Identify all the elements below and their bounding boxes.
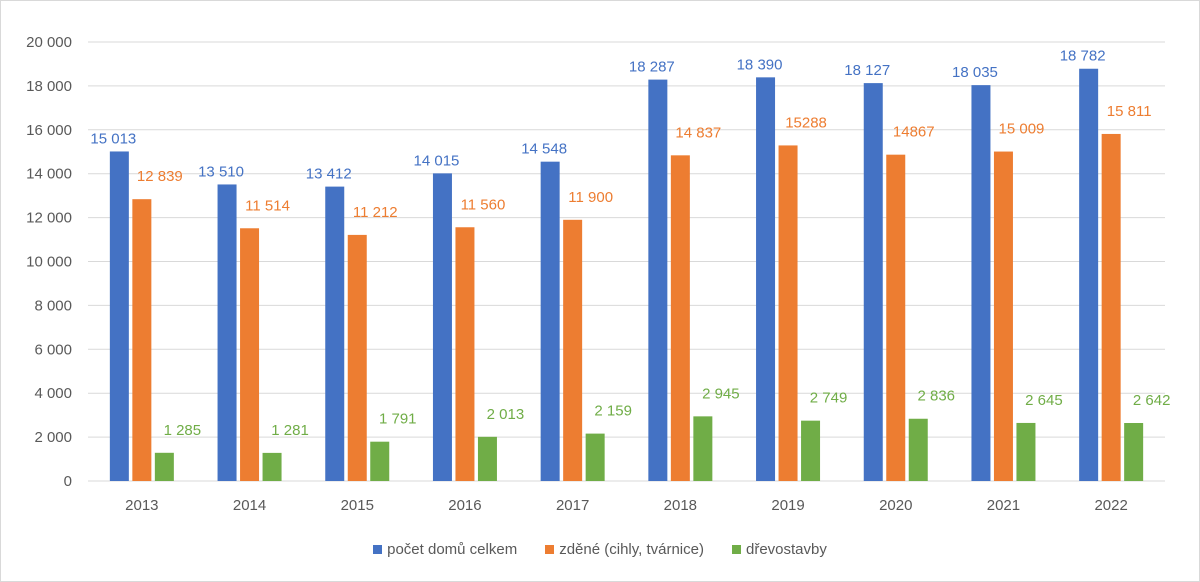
x-tick-label: 2017 <box>556 497 589 514</box>
x-tick-label: 2014 <box>233 497 266 514</box>
data-label: 15288 <box>785 114 827 131</box>
legend: počet domů celkem zděné (cihly, tvárnice)… <box>0 541 1200 558</box>
legend-swatch <box>545 545 555 554</box>
bar-wood <box>908 418 928 481</box>
data-label: 11 900 <box>568 189 613 206</box>
bar-total <box>109 151 129 481</box>
data-label: 18 035 <box>952 64 998 81</box>
data-label: 18 782 <box>1060 48 1106 65</box>
y-tick-label: 4 000 <box>34 385 72 402</box>
data-label: 15 013 <box>90 130 136 147</box>
bar-total <box>217 184 237 481</box>
data-label: 14 837 <box>675 124 721 141</box>
bar-wood <box>262 452 282 481</box>
data-label: 15 811 <box>1107 103 1152 120</box>
y-tick-label: 8 000 <box>34 297 72 314</box>
bar-total <box>1079 68 1099 481</box>
data-label: 1 281 <box>271 422 309 439</box>
data-label: 2 159 <box>594 403 632 420</box>
y-tick-label: 0 <box>64 473 72 490</box>
data-label: 14867 <box>893 124 935 141</box>
data-label: 2 836 <box>917 388 955 405</box>
bar-masonry <box>993 151 1013 482</box>
x-tick-label: 2022 <box>1094 497 1127 514</box>
x-tick-label: 2019 <box>771 497 804 514</box>
data-label: 2 749 <box>810 390 848 407</box>
y-tick-label: 10 000 <box>26 254 72 271</box>
data-label: 14 015 <box>414 152 460 169</box>
legend-swatch <box>731 545 741 554</box>
bar-total <box>432 173 452 482</box>
legend-label: zděné (cihly, tvárnice) <box>559 541 704 558</box>
data-label: 18 390 <box>737 56 783 73</box>
legend-item: dřevostavby <box>731 541 827 558</box>
bar-wood <box>693 416 713 481</box>
data-label: 2 945 <box>702 385 740 402</box>
y-tick-label: 20 000 <box>26 34 72 51</box>
bar-masonry <box>886 154 906 481</box>
bar-masonry <box>240 228 260 481</box>
bar-total <box>863 83 883 481</box>
bar-total <box>756 77 776 481</box>
bar-wood <box>1124 423 1144 481</box>
data-label: 13 412 <box>306 166 352 183</box>
bar-total <box>971 85 991 482</box>
y-tick-label: 18 000 <box>26 78 72 95</box>
legend-label: dřevostavby <box>745 541 827 558</box>
x-tick-label: 2016 <box>448 497 481 514</box>
x-tick-label: 2021 <box>987 497 1020 514</box>
legend-swatch <box>373 545 383 554</box>
data-label: 13 510 <box>198 163 244 180</box>
bar-masonry <box>455 227 475 481</box>
data-label: 11 560 <box>461 196 506 213</box>
bar-total <box>540 161 560 482</box>
x-tick-label: 2018 <box>664 497 697 514</box>
y-tick-label: 12 000 <box>26 210 72 227</box>
data-label: 15 009 <box>999 121 1045 138</box>
data-label: 2 642 <box>1133 392 1171 409</box>
legend-item: počet domů celkem <box>373 541 517 558</box>
bar-total <box>648 79 668 482</box>
bar-masonry <box>670 155 690 481</box>
bar-wood <box>477 436 497 481</box>
bar-wood <box>370 441 390 481</box>
bar-chart: 0 2 000 4 000 6 000 8 000 10 000 12 000 14 000 1… <box>26 34 1171 514</box>
bar-masonry <box>347 234 367 481</box>
data-label: 2 645 <box>1025 392 1063 409</box>
y-tick-label: 16 000 <box>26 122 72 139</box>
data-label: 18 287 <box>629 59 675 76</box>
legend-label: počet domů celkem <box>387 541 518 558</box>
bar-masonry <box>563 219 583 482</box>
data-label: 14 548 <box>521 141 567 158</box>
y-tick-label: 14 000 <box>26 166 72 183</box>
x-tick-label: 2020 <box>879 497 912 514</box>
data-label: 11 514 <box>245 197 290 214</box>
x-tick-label: 2015 <box>341 497 374 514</box>
bar-wood <box>154 452 174 481</box>
data-label: 1 791 <box>379 411 417 428</box>
data-label: 11 212 <box>353 204 398 221</box>
data-label: 12 839 <box>137 168 183 185</box>
legend-item: zděné (cihly, tvárnice) <box>545 541 704 558</box>
bar-wood <box>585 433 605 481</box>
bar-wood <box>801 420 821 481</box>
y-tick-label: 6 000 <box>34 341 72 358</box>
bar-masonry <box>132 199 152 481</box>
data-label: 2 013 <box>487 406 525 423</box>
data-label: 18 127 <box>844 62 890 79</box>
data-label: 1 285 <box>164 422 202 439</box>
bar-masonry <box>1101 133 1121 481</box>
bar-total <box>325 186 345 481</box>
bar-wood <box>1016 422 1036 481</box>
x-tick-label: 2013 <box>125 497 158 514</box>
y-tick-label: 2 000 <box>34 429 72 446</box>
bar-masonry <box>778 145 798 481</box>
